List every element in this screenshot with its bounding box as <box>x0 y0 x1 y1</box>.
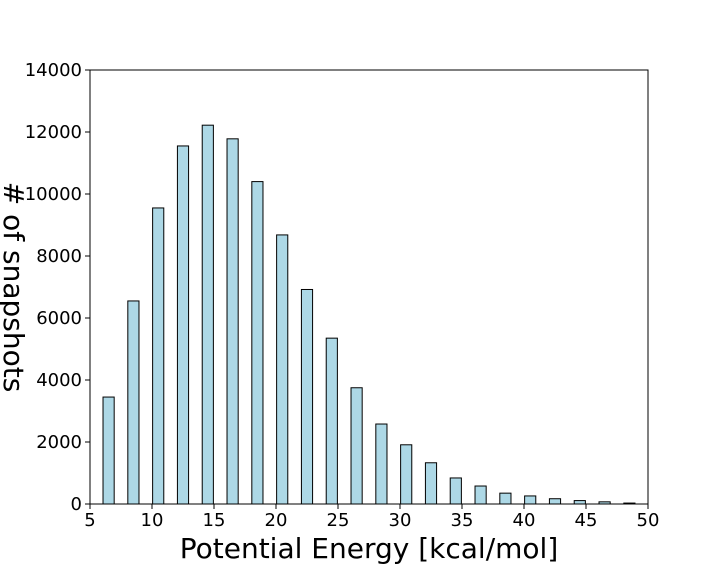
x-tick-label: 35 <box>451 510 474 531</box>
x-tick-label: 40 <box>513 510 536 531</box>
histogram-bar <box>127 300 140 505</box>
histogram-bar <box>251 181 264 505</box>
histogram-bar <box>276 234 289 505</box>
histogram-bar <box>474 485 487 505</box>
histogram-bar <box>400 444 413 505</box>
x-tick-label: 45 <box>575 510 598 531</box>
y-tick-label: 8000 <box>36 246 82 267</box>
x-tick-label: 30 <box>389 510 412 531</box>
histogram-bar <box>424 462 438 505</box>
histogram-bar <box>548 498 562 505</box>
histogram-bar <box>300 288 314 505</box>
histogram-bar <box>573 500 586 505</box>
x-tick-label: 25 <box>327 510 350 531</box>
histogram-bar <box>350 387 363 505</box>
x-tick-label: 10 <box>141 510 164 531</box>
y-axis-title: # of snapshots <box>0 182 30 393</box>
histogram-bar <box>226 138 239 505</box>
histogram-bar <box>375 423 388 505</box>
y-tick-label: 6000 <box>36 308 82 329</box>
x-tick-label: 50 <box>637 510 660 531</box>
histogram-bar <box>201 124 214 505</box>
histogram-bar <box>499 492 512 505</box>
y-tick-label: 10000 <box>25 184 82 205</box>
histogram-bar <box>176 145 190 505</box>
x-axis-title: Potential Energy [kcal/mol] <box>180 532 559 565</box>
x-axis-ticks: 5 10 15 20 25 30 35 40 45 50 <box>84 504 659 531</box>
y-tick-label: 0 <box>71 494 82 515</box>
x-tick-label: 15 <box>203 510 226 531</box>
x-tick-label: 5 <box>84 510 95 531</box>
histogram-bar <box>152 207 165 505</box>
histogram-bar <box>102 396 115 505</box>
plot-area-frame <box>89 69 649 505</box>
histogram-bar <box>524 495 537 505</box>
y-tick-label: 2000 <box>36 432 82 453</box>
x-tick-label: 20 <box>265 510 288 531</box>
bar-group <box>102 124 636 505</box>
y-tick-label: 14000 <box>25 60 82 81</box>
y-tick-label: 12000 <box>25 122 82 143</box>
histogram-bar <box>449 477 462 505</box>
y-tick-label: 4000 <box>36 370 82 391</box>
histogram-bar <box>325 337 338 505</box>
y-axis-ticks: 0 2000 4000 6000 8000 10000 12000 14000 <box>25 60 90 515</box>
